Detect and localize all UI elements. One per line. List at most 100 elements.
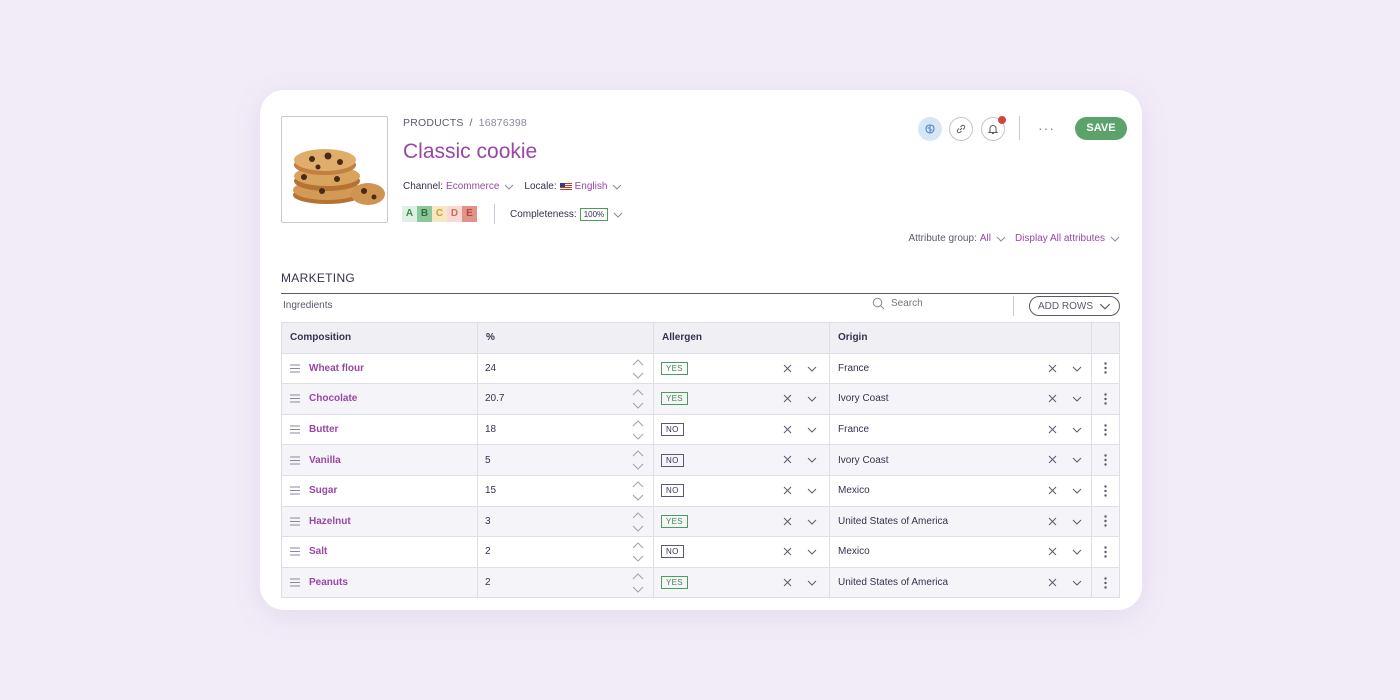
ingredient-name[interactable]: Vanilla — [309, 454, 341, 466]
stepper-icon[interactable] — [632, 448, 644, 472]
percent-cell[interactable]: 5 — [477, 444, 654, 476]
origin-cell[interactable]: Mexico — [829, 474, 1092, 507]
percent-value[interactable]: 5 — [485, 454, 491, 466]
allergen-cell[interactable]: YES — [653, 505, 830, 538]
chevron-down-icon[interactable] — [1072, 549, 1082, 555]
chevron-down-icon[interactable] — [996, 236, 1006, 242]
attribute-group-value[interactable]: All — [979, 233, 991, 244]
kebab-menu-icon[interactable] — [1104, 423, 1107, 436]
percent-value[interactable]: 15 — [485, 485, 497, 497]
drag-handle-icon[interactable] — [290, 425, 300, 434]
percent-value[interactable]: 2 — [485, 577, 491, 589]
stepper-icon[interactable] — [632, 387, 644, 411]
chevron-down-icon[interactable] — [1072, 488, 1082, 494]
chevron-down-icon[interactable] — [1072, 457, 1082, 464]
kebab-menu-icon[interactable] — [1104, 515, 1107, 528]
drag-handle-icon[interactable] — [290, 517, 300, 526]
channel-value[interactable]: Ecommerce — [446, 181, 500, 192]
ingredient-name[interactable]: Peanuts — [309, 577, 348, 589]
breadcrumb-root[interactable]: PRODUCTS — [403, 117, 464, 129]
clear-icon[interactable] — [783, 425, 792, 434]
chevron-down-icon[interactable] — [612, 184, 622, 190]
add-rows-button[interactable]: ADD ROWS — [1029, 296, 1120, 316]
origin-cell[interactable]: France — [829, 352, 1092, 385]
allergen-cell[interactable]: YES — [653, 566, 830, 599]
clear-icon[interactable] — [1048, 455, 1057, 464]
chevron-down-icon[interactable] — [807, 427, 817, 433]
chevron-down-icon[interactable] — [1072, 427, 1082, 433]
clear-icon[interactable] — [1048, 547, 1057, 556]
clear-icon[interactable] — [783, 578, 792, 587]
kebab-menu-icon[interactable] — [1104, 576, 1107, 589]
ai-assistant-button[interactable] — [918, 117, 942, 141]
origin-cell[interactable]: France — [829, 413, 1092, 446]
percent-cell[interactable]: 2 — [477, 566, 654, 599]
clear-icon[interactable] — [1048, 486, 1057, 495]
chevron-down-icon[interactable] — [1072, 580, 1082, 586]
chevron-down-icon[interactable] — [1072, 396, 1082, 402]
chevron-down-icon[interactable] — [807, 519, 817, 525]
clear-icon[interactable] — [1048, 425, 1057, 434]
chevron-down-icon[interactable] — [807, 396, 817, 402]
chevron-down-icon[interactable] — [807, 457, 817, 464]
notifications-button[interactable] — [981, 116, 1006, 141]
stepper-icon[interactable] — [632, 357, 644, 381]
chevron-down-icon[interactable] — [1110, 236, 1120, 242]
product-thumbnail[interactable] — [281, 116, 388, 223]
allergen-cell[interactable]: YES — [653, 383, 830, 415]
percent-value[interactable]: 20.7 — [485, 393, 505, 405]
origin-cell[interactable]: Ivory Coast — [829, 383, 1092, 415]
allergen-cell[interactable]: YES — [653, 352, 830, 385]
ingredient-name[interactable]: Salt — [309, 546, 328, 558]
chevron-down-icon[interactable] — [613, 212, 623, 218]
stepper-icon[interactable] — [632, 479, 644, 503]
clear-icon[interactable] — [783, 455, 792, 464]
locale-value[interactable]: English — [574, 181, 608, 192]
origin-cell[interactable]: Ivory Coast — [829, 444, 1092, 476]
clear-icon[interactable] — [1048, 517, 1057, 526]
chevron-down-icon[interactable] — [807, 488, 817, 494]
stepper-icon[interactable] — [632, 571, 644, 595]
percent-value[interactable]: 18 — [485, 424, 497, 436]
clear-icon[interactable] — [783, 394, 792, 403]
ingredient-name[interactable]: Wheat flour — [309, 362, 364, 374]
kebab-menu-icon[interactable] — [1104, 485, 1107, 497]
kebab-menu-icon[interactable] — [1104, 393, 1107, 405]
clear-icon[interactable] — [1048, 578, 1057, 587]
percent-cell[interactable]: 20.7 — [477, 383, 654, 415]
stepper-icon[interactable] — [632, 510, 644, 534]
drag-handle-icon[interactable] — [290, 578, 300, 587]
stepper-icon[interactable] — [632, 540, 644, 564]
percent-value[interactable]: 2 — [485, 546, 491, 558]
ingredient-name[interactable]: Hazelnut — [309, 515, 351, 527]
allergen-cell[interactable]: NO — [653, 474, 830, 507]
chevron-down-icon[interactable] — [1072, 366, 1082, 372]
percent-cell[interactable]: 24 — [477, 352, 654, 385]
chevron-down-icon[interactable] — [807, 366, 817, 372]
drag-handle-icon[interactable] — [290, 547, 300, 556]
ingredient-name[interactable]: Sugar — [309, 485, 338, 497]
link-button[interactable] — [949, 117, 973, 141]
chevron-down-icon[interactable] — [807, 549, 817, 555]
chevron-down-icon[interactable] — [504, 184, 514, 190]
kebab-menu-icon[interactable] — [1104, 362, 1107, 375]
allergen-cell[interactable]: NO — [653, 413, 830, 446]
origin-cell[interactable]: United States of America — [829, 566, 1092, 599]
kebab-menu-icon[interactable] — [1104, 546, 1107, 558]
clear-icon[interactable] — [1048, 394, 1057, 403]
origin-cell[interactable]: United States of America — [829, 505, 1092, 538]
chevron-down-icon[interactable] — [1072, 519, 1082, 525]
percent-cell[interactable]: 15 — [477, 474, 654, 507]
percent-value[interactable]: 24 — [485, 362, 497, 374]
drag-handle-icon[interactable] — [290, 456, 300, 465]
search-input[interactable] — [891, 298, 981, 309]
drag-handle-icon[interactable] — [290, 394, 300, 403]
origin-cell[interactable]: Mexico — [829, 536, 1092, 568]
kebab-menu-icon[interactable] — [1104, 454, 1107, 466]
ingredient-name[interactable]: Chocolate — [309, 393, 358, 405]
stepper-icon[interactable] — [632, 418, 644, 442]
save-button[interactable]: SAVE — [1075, 117, 1127, 140]
clear-icon[interactable] — [783, 364, 792, 373]
percent-value[interactable]: 3 — [485, 515, 491, 527]
allergen-cell[interactable]: NO — [653, 444, 830, 476]
